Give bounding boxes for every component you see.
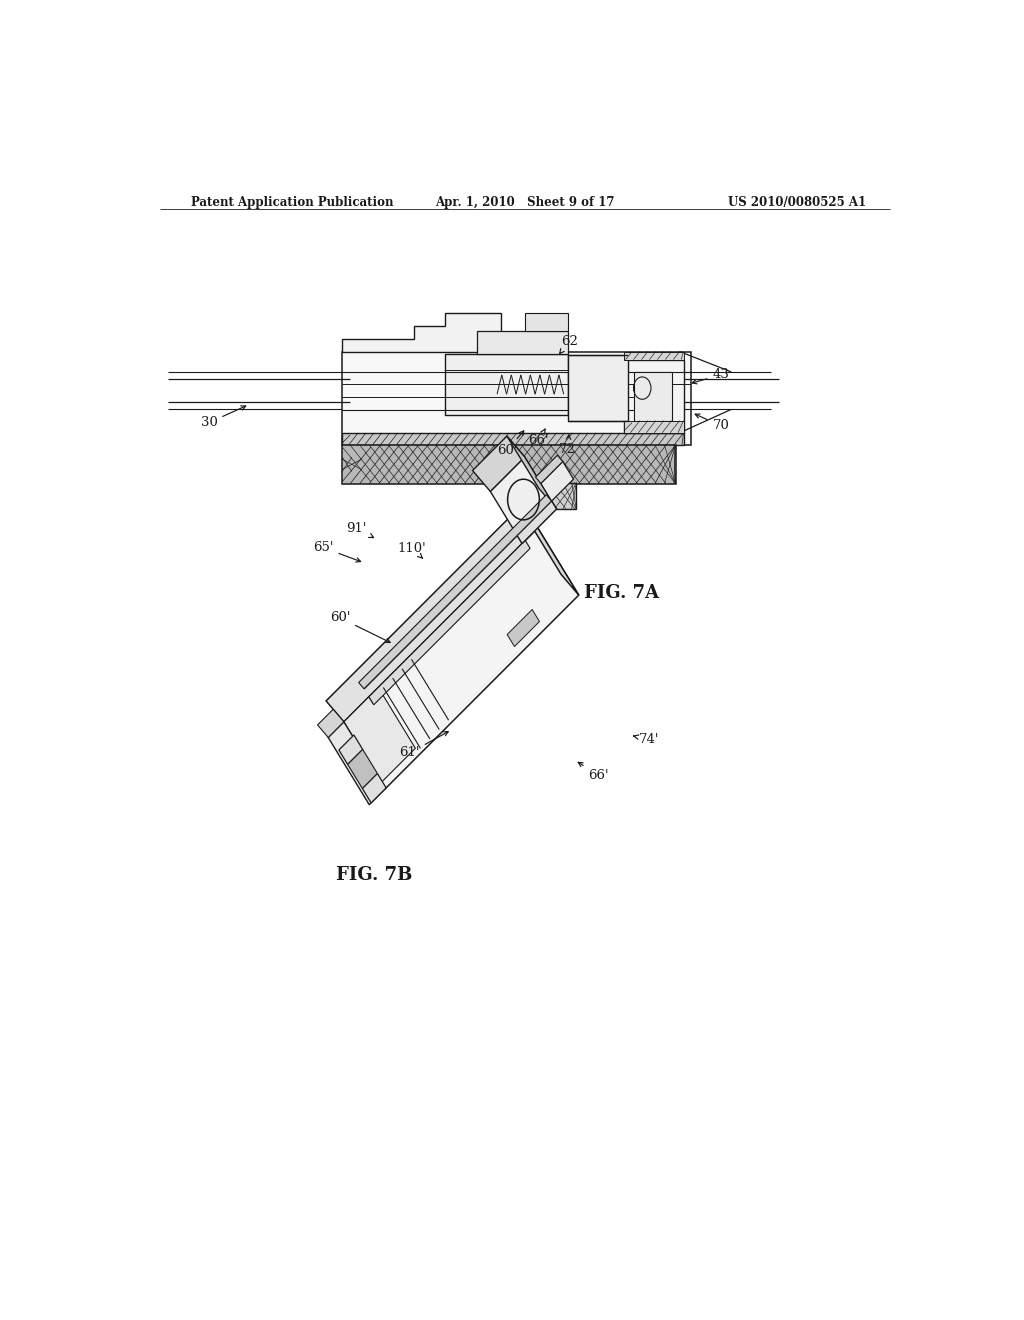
Text: 66': 66' [528, 429, 549, 447]
Text: 70: 70 [695, 414, 729, 432]
Polygon shape [344, 694, 416, 783]
Polygon shape [634, 372, 673, 421]
Polygon shape [344, 528, 579, 789]
Text: 65': 65' [313, 541, 360, 562]
Polygon shape [342, 351, 691, 445]
Text: 61': 61' [399, 731, 449, 759]
Polygon shape [505, 483, 577, 510]
Polygon shape [445, 354, 568, 414]
Text: 43: 43 [692, 368, 729, 384]
Polygon shape [507, 436, 556, 510]
Text: Apr. 1, 2010   Sheet 9 of 17: Apr. 1, 2010 Sheet 9 of 17 [435, 195, 614, 209]
Polygon shape [624, 359, 684, 433]
Polygon shape [541, 462, 573, 502]
Text: 62: 62 [560, 335, 578, 354]
Polygon shape [329, 722, 385, 805]
Polygon shape [348, 750, 378, 788]
Text: 66': 66' [579, 763, 609, 781]
Polygon shape [317, 709, 344, 738]
Text: 110': 110' [397, 543, 426, 558]
Polygon shape [364, 502, 556, 689]
Text: 60': 60' [497, 430, 523, 457]
Polygon shape [477, 331, 568, 354]
Text: 72: 72 [559, 434, 577, 455]
Polygon shape [624, 351, 684, 359]
Polygon shape [326, 507, 538, 722]
Polygon shape [507, 610, 540, 647]
Text: 91': 91' [346, 521, 374, 537]
Polygon shape [342, 433, 684, 445]
Polygon shape [362, 774, 386, 803]
Polygon shape [339, 735, 362, 764]
Text: FIG. 7A: FIG. 7A [584, 585, 659, 602]
Polygon shape [490, 457, 556, 544]
Text: 60': 60' [330, 611, 390, 643]
Polygon shape [342, 445, 676, 483]
Text: US 2010/0080525 A1: US 2010/0080525 A1 [728, 195, 866, 209]
Text: Patent Application Publication: Patent Application Publication [191, 195, 394, 209]
Text: 74': 74' [634, 734, 659, 746]
Polygon shape [520, 507, 579, 595]
Polygon shape [342, 313, 501, 351]
Polygon shape [472, 436, 524, 491]
Polygon shape [536, 455, 563, 483]
Polygon shape [524, 313, 568, 331]
Polygon shape [358, 495, 552, 689]
Polygon shape [568, 355, 628, 421]
Text: FIG. 7B: FIG. 7B [336, 866, 413, 884]
Text: 30: 30 [201, 405, 246, 429]
Polygon shape [624, 421, 684, 433]
Polygon shape [369, 540, 530, 705]
